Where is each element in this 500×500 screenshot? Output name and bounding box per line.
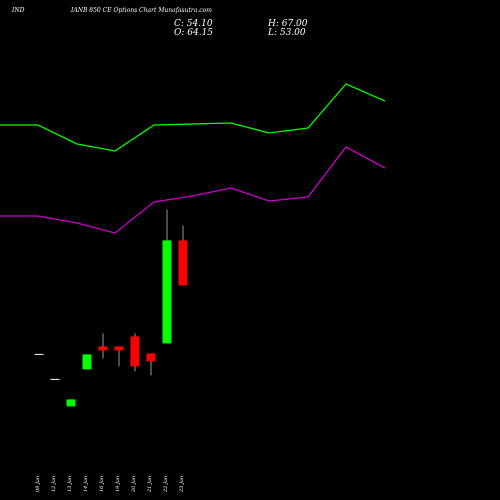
x-tick-label: 12 Jan [51, 476, 57, 492]
x-tick-label: 21 Jan [147, 476, 153, 493]
candle-body [82, 354, 92, 370]
candle-body [98, 346, 108, 351]
band-line-2 [0, 146, 386, 234]
candle-body [178, 240, 188, 286]
x-tick-label: 19 Jan [115, 476, 121, 492]
close-value: C: 54.10 [174, 19, 213, 29]
band-line-1 [0, 83, 386, 152]
low-value: L: 53.00 [268, 28, 306, 38]
chart-title: IANB 850 CE Options Chart Munafasutra.co… [71, 7, 212, 14]
x-tick-label: 23 Jan [179, 476, 185, 493]
candle-body [130, 336, 140, 367]
candle-body [162, 240, 172, 344]
x-tick-label: 16 Jan [99, 476, 105, 492]
x-tick-label: 14 Jan [83, 476, 89, 492]
x-tick-label: 20 Jan [131, 476, 137, 493]
candle-body [114, 346, 124, 351]
candle-body [66, 399, 76, 407]
x-tick-label: 22 Jan [163, 476, 169, 493]
x-tick-label: 08 Jan [35, 476, 41, 492]
high-value: H: 67.00 [268, 19, 308, 29]
open-value: O: 64.15 [174, 28, 214, 38]
symbol-label: IND [12, 7, 25, 14]
x-tick-label: 13 Jan [67, 476, 73, 492]
candle-body [146, 353, 156, 362]
